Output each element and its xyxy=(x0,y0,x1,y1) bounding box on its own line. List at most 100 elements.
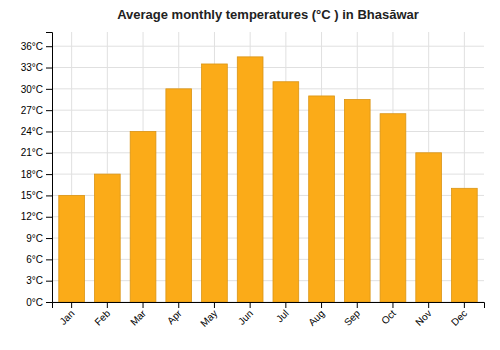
chart-svg: Jan Feb Mar Apr May Jun Jul Aug Sep Oct Nov Dec 0°C 3… xyxy=(0,0,500,350)
x-tick-mark xyxy=(428,302,429,308)
x-tick: Sep xyxy=(342,302,363,328)
x-tick-label: Dec xyxy=(449,308,469,328)
x-tick-mark xyxy=(285,302,286,308)
y-tick: 12°C xyxy=(21,211,52,222)
y-tick: 0°C xyxy=(26,297,52,308)
y-tick: 21°C xyxy=(21,147,52,158)
bar xyxy=(380,114,406,302)
y-tick-mark xyxy=(46,195,52,196)
y-tick: 36°C xyxy=(21,41,52,52)
y-tick-label: 18°C xyxy=(21,169,43,180)
x-tick-mark xyxy=(143,302,144,308)
x-tick: Jun xyxy=(236,302,255,327)
x-tick-label: Mar xyxy=(128,307,148,327)
x-tick-label: Feb xyxy=(92,307,112,327)
y-tick: 9°C xyxy=(26,233,52,244)
grid-line-y xyxy=(52,131,484,132)
x-tick-label: Jun xyxy=(236,308,255,327)
y-tick-label: 9°C xyxy=(26,233,43,244)
chart-container: Jan Feb Mar Apr May Jun Jul Aug Sep Oct Nov Dec 0°C 3… xyxy=(0,0,500,350)
y-tick-label: 33°C xyxy=(21,62,43,73)
y-tick: 6°C xyxy=(26,254,52,265)
y-tick-mark xyxy=(46,217,52,218)
y-tick-mark xyxy=(46,110,52,111)
grid-line-y xyxy=(52,110,484,111)
x-tick-label: Jan xyxy=(57,308,76,327)
y-tick: 24°C xyxy=(21,126,52,137)
x-tick-mark xyxy=(71,302,72,308)
bar xyxy=(344,100,370,303)
y-tick-label: 21°C xyxy=(21,147,43,158)
y-tick-mark xyxy=(46,46,52,47)
grid-line-y xyxy=(52,88,484,89)
x-tick: Oct xyxy=(379,302,398,326)
y-tick-label: 0°C xyxy=(26,297,43,308)
y-tick-label: 24°C xyxy=(21,126,43,137)
y-tick: 30°C xyxy=(21,84,52,95)
x-tick-mark xyxy=(178,302,179,308)
bar xyxy=(273,82,299,302)
x-tick: Mar xyxy=(128,302,148,328)
y-tick-mark xyxy=(46,131,52,132)
y-tick-mark xyxy=(46,259,52,260)
x-tick: Jul xyxy=(274,302,291,324)
bar xyxy=(59,195,85,302)
y-tick-label: 6°C xyxy=(26,254,43,265)
y-axis: 0°C 3°C 6°C 9°C 12°C 15°C 18°C 21°C 24°C 27°C 30°C… xyxy=(21,33,53,308)
bar xyxy=(452,188,478,302)
bar xyxy=(130,131,156,302)
x-tick: May xyxy=(198,302,219,329)
x-tick-label: Aug xyxy=(306,308,326,328)
grid-line-y xyxy=(52,46,484,47)
bar xyxy=(237,57,263,302)
y-tick-label: 36°C xyxy=(21,41,43,52)
y-tick-mark xyxy=(46,238,52,239)
x-tick-label: Jul xyxy=(274,308,291,325)
grid xyxy=(52,32,484,302)
x-tick-mark xyxy=(107,302,108,308)
y-tick-label: 30°C xyxy=(21,84,43,95)
x-tick-mark xyxy=(464,302,465,308)
bar xyxy=(202,64,228,302)
y-tick-mark xyxy=(46,281,52,282)
x-tick-label: Sep xyxy=(342,307,363,328)
x-tick: Jan xyxy=(57,302,76,327)
bar xyxy=(309,96,335,302)
y-tick-mark xyxy=(46,302,52,303)
x-tick-label: May xyxy=(198,308,219,329)
x-tick-mark xyxy=(357,302,358,308)
x-axis-line xyxy=(53,303,485,309)
y-tick: 27°C xyxy=(21,105,52,116)
x-tick-mark xyxy=(214,302,215,308)
x-tick-mark xyxy=(321,302,322,308)
y-tick-label: 15°C xyxy=(21,190,43,201)
y-tick-label: 3°C xyxy=(26,275,43,286)
y-axis-line xyxy=(46,33,53,303)
y-tick: 33°C xyxy=(21,62,52,73)
chart-title: Average monthly temperatures (°C ) in Bh… xyxy=(117,7,419,22)
x-tick: Dec xyxy=(449,302,469,328)
x-tick-label: Apr xyxy=(165,307,184,326)
y-tick-label: 27°C xyxy=(21,105,43,116)
x-tick-label: Oct xyxy=(379,308,398,327)
y-tick: 15°C xyxy=(21,190,52,201)
x-tick: Feb xyxy=(92,302,112,328)
y-tick-mark xyxy=(46,68,52,69)
x-tick: Apr xyxy=(165,302,184,326)
x-axis: Jan Feb Mar Apr May Jun Jul Aug Sep Oct Nov Dec xyxy=(53,302,485,329)
grid-line-y xyxy=(52,67,484,68)
bar xyxy=(94,174,120,302)
x-tick-mark xyxy=(392,302,393,308)
bar xyxy=(166,89,192,302)
y-tick: 18°C xyxy=(21,169,52,180)
y-tick-mark xyxy=(46,174,52,175)
x-tick: Nov xyxy=(413,302,433,328)
bars xyxy=(59,57,477,302)
y-tick-mark xyxy=(46,153,52,154)
bar xyxy=(416,153,442,302)
y-tick-mark xyxy=(46,89,52,90)
y-tick-label: 12°C xyxy=(21,211,43,222)
x-tick-mark xyxy=(250,302,251,308)
x-tick: Aug xyxy=(306,302,326,328)
y-tick: 3°C xyxy=(26,275,52,286)
